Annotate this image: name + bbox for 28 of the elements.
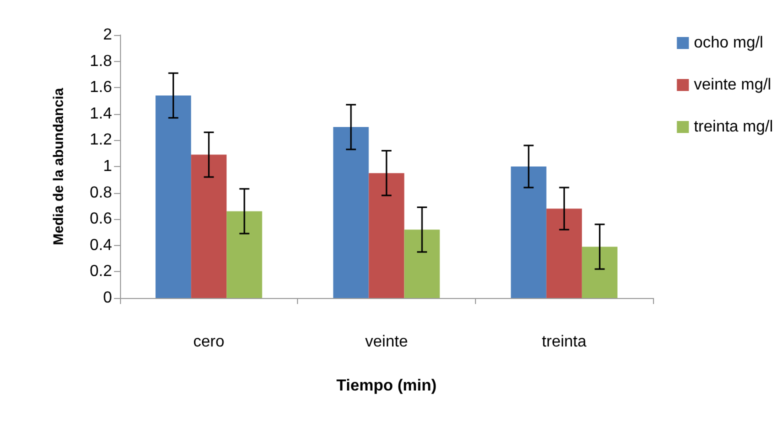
- x-tick-label: treinta: [542, 334, 587, 350]
- y-tick-label: 0.6: [90, 210, 112, 228]
- y-tick-label: 1.6: [90, 79, 112, 96]
- bar: [226, 211, 262, 298]
- bar: [546, 208, 582, 298]
- bar: [404, 230, 440, 298]
- bar: [582, 246, 618, 298]
- bar: [510, 166, 546, 298]
- y-tick-label: 1.8: [90, 52, 112, 70]
- y-tick-label: 0: [103, 290, 112, 306]
- bar: [156, 95, 192, 298]
- x-axis-title: Tiempo (min): [336, 378, 437, 394]
- legend-label: treinta mg/l: [694, 118, 773, 136]
- y-tick-label: 0.4: [90, 236, 112, 254]
- x-tick-label: cero: [193, 334, 224, 350]
- y-tick-label: 2: [103, 26, 112, 44]
- y-tick-label: 0.8: [90, 184, 112, 202]
- y-tick-label: 1: [103, 158, 112, 175]
- y-tick-label: 1.2: [90, 132, 112, 149]
- x-tick-label: veinte: [365, 334, 408, 350]
- y-tick-label: 0.2: [90, 263, 112, 280]
- legend-label: ocho mg/l: [694, 34, 764, 52]
- legend-label: veinte mg/l: [694, 76, 772, 94]
- bar: [368, 173, 404, 298]
- y-axis-title: Media de la abundancia: [50, 88, 66, 246]
- y-tick-label: 1.4: [90, 105, 112, 122]
- bar: [333, 127, 369, 298]
- bar: [191, 154, 227, 298]
